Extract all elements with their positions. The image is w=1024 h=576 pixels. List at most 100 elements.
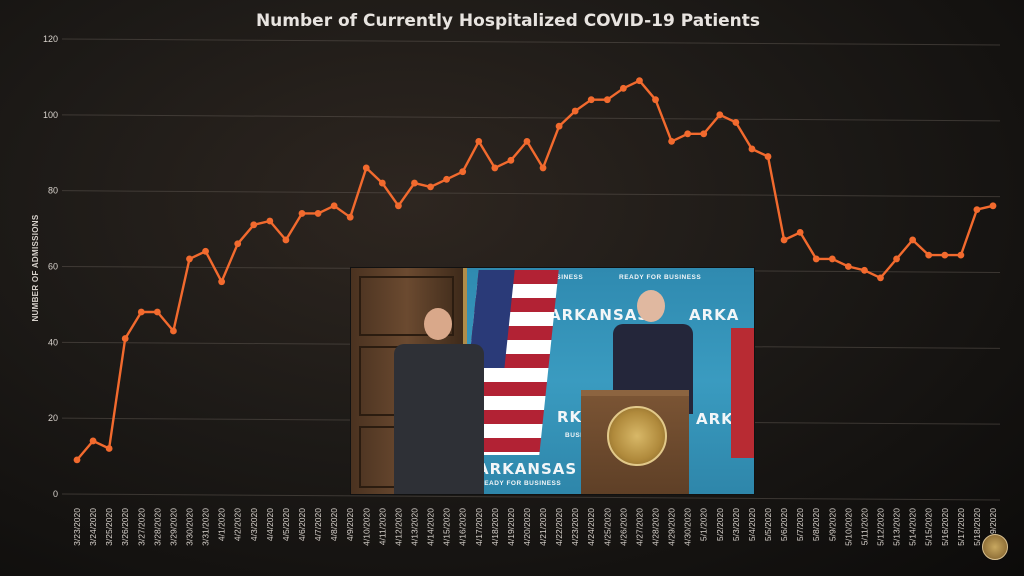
y-tick-label: 0 <box>53 489 58 499</box>
x-tick-label: 4/26/2020 <box>618 508 628 546</box>
y-tick-label: 100 <box>43 110 58 120</box>
interpreter-head <box>424 308 452 340</box>
gridline <box>61 493 1001 501</box>
data-point <box>153 308 161 316</box>
x-tick-label: 4/12/2020 <box>393 508 403 546</box>
backdrop-wordmark: ARKANSAS <box>549 306 650 324</box>
y-tick-label: 60 <box>48 262 58 272</box>
data-point <box>491 164 499 172</box>
data-point <box>909 236 917 244</box>
data-point <box>700 130 708 138</box>
data-point <box>764 153 772 160</box>
x-tick-label: 4/13/2020 <box>409 508 419 546</box>
data-point <box>571 107 579 115</box>
data-point <box>587 96 595 104</box>
x-tick-label: 5/15/2020 <box>924 508 934 546</box>
data-point <box>828 255 836 263</box>
data-point <box>395 202 402 210</box>
x-tick-label: 3/27/2020 <box>136 508 146 546</box>
x-tick-label: 4/5/2020 <box>281 508 291 541</box>
x-tick-label: 5/17/2020 <box>956 508 966 546</box>
x-tick-label: 5/14/2020 <box>908 508 918 546</box>
x-tick-label: 4/22/2020 <box>554 508 564 546</box>
data-point <box>475 137 483 145</box>
data-point <box>555 122 563 130</box>
x-tick-label: 4/29/2020 <box>667 508 677 546</box>
data-point <box>266 217 274 225</box>
data-point <box>459 168 467 176</box>
data-point <box>861 266 868 274</box>
data-point <box>957 251 965 259</box>
data-point <box>121 335 129 342</box>
x-tick-label: 5/6/2020 <box>779 508 789 541</box>
y-axis-label: NUMBER OF ADMISSIONS <box>31 214 40 321</box>
x-tick-label: 4/20/2020 <box>522 508 532 546</box>
y-tick-label: 20 <box>48 413 58 423</box>
x-tick-label: 5/16/2020 <box>940 508 950 546</box>
x-tick-label: 4/27/2020 <box>634 508 644 546</box>
x-tick-label: 3/24/2020 <box>88 508 98 546</box>
data-point <box>652 96 659 104</box>
x-tick-label: 4/24/2020 <box>586 508 596 546</box>
x-tick-label: 4/17/2020 <box>474 508 484 546</box>
x-tick-label: 4/19/2020 <box>506 508 516 546</box>
x-tick-label: 5/19/2020 <box>988 508 998 546</box>
x-tick-label: 5/12/2020 <box>876 508 886 546</box>
data-point <box>796 228 804 236</box>
data-point <box>89 437 97 445</box>
x-tick-label: 4/6/2020 <box>297 508 307 541</box>
data-point <box>314 210 322 217</box>
x-tick-label: 5/9/2020 <box>827 508 837 541</box>
data-point <box>877 274 884 282</box>
data-point <box>218 278 226 286</box>
data-point <box>330 202 338 210</box>
x-tick-label: 4/7/2020 <box>313 508 323 541</box>
data-point <box>202 247 209 255</box>
chart-title: Number of Currently Hospitalized COVID-1… <box>256 11 760 31</box>
x-tick-label: 5/7/2020 <box>795 508 805 541</box>
x-tick-label: 4/9/2020 <box>345 508 355 541</box>
data-point <box>941 251 949 259</box>
backdrop-tagline: READY FOR BUSINESS <box>479 480 562 487</box>
data-point <box>298 210 306 217</box>
wall-panel <box>359 276 454 336</box>
x-tick-label: 3/28/2020 <box>152 508 162 546</box>
x-tick-label: 3/31/2020 <box>201 508 211 546</box>
data-point <box>186 255 193 263</box>
x-tick-label: 4/25/2020 <box>602 508 612 546</box>
video-inset: READY FOR BUSINESS READY FOR BUSINESS AR… <box>350 267 755 495</box>
interpreter-body <box>394 344 484 494</box>
data-point <box>893 255 900 263</box>
x-tick-label: 4/23/2020 <box>570 508 580 546</box>
data-point <box>137 308 145 316</box>
x-tick-label: 3/29/2020 <box>168 508 178 546</box>
x-tick-label: 4/3/2020 <box>249 508 259 541</box>
x-tick-label: 5/10/2020 <box>843 508 853 546</box>
gridline <box>61 38 1001 46</box>
x-tick-label: 5/8/2020 <box>811 508 821 541</box>
data-point <box>989 202 997 210</box>
x-tick-label: 4/21/2020 <box>538 508 548 546</box>
y-tick-label: 120 <box>43 34 58 44</box>
series-points <box>73 77 997 464</box>
x-tick-label: 3/26/2020 <box>120 508 130 546</box>
x-tick-label: 4/16/2020 <box>458 508 468 546</box>
data-point <box>282 236 290 244</box>
x-tick-label: 4/2/2020 <box>233 508 243 541</box>
x-tick-label: 4/18/2020 <box>490 508 500 546</box>
arkansas-flag <box>731 328 754 458</box>
x-tick-label: 4/1/2020 <box>217 508 227 541</box>
x-tick-label: 4/11/2020 <box>377 508 387 545</box>
data-point <box>378 179 386 187</box>
x-tick-label: 5/13/2020 <box>892 508 902 546</box>
x-tick-label: 3/30/2020 <box>184 508 194 546</box>
data-point <box>603 96 611 104</box>
x-tick-label: 5/11/2020 <box>859 508 869 545</box>
state-seal-icon <box>607 406 667 466</box>
x-tick-label: 5/1/2020 <box>699 508 709 541</box>
y-tick-label: 40 <box>48 337 58 347</box>
y-tick-label: 80 <box>48 186 58 196</box>
speaker-head <box>637 290 665 322</box>
x-tick-label: 3/23/2020 <box>72 508 82 546</box>
